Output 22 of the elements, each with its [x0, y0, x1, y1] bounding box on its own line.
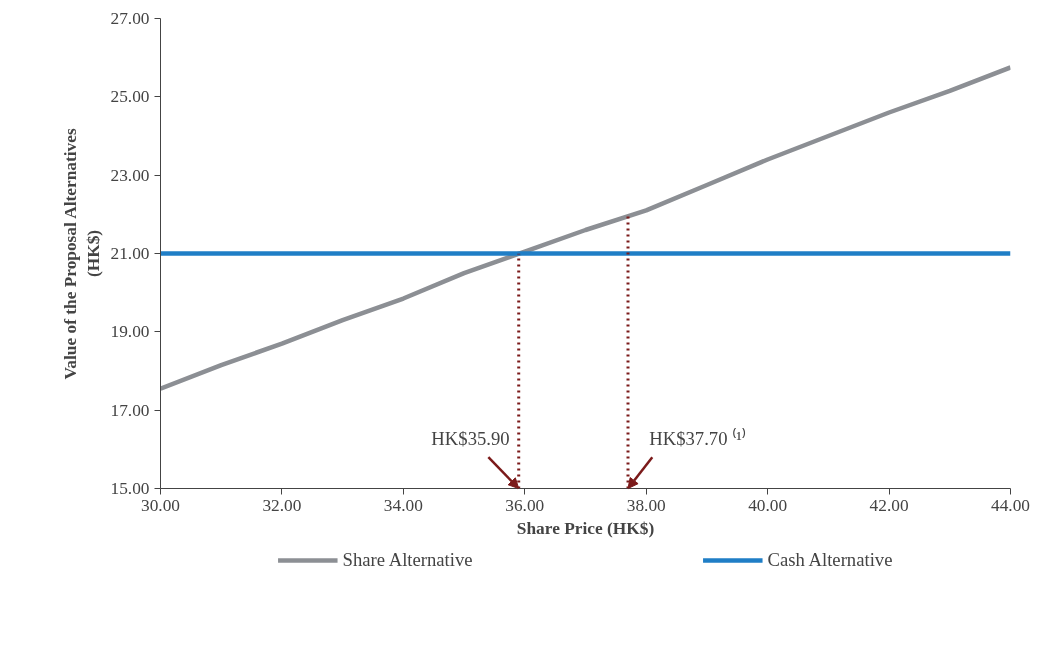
x-tick-label: 38.00	[626, 495, 666, 515]
x-tick-label: 32.00	[262, 495, 302, 515]
y-tick-label: 21.00	[110, 244, 150, 263]
y-tick-label: 15.00	[110, 479, 150, 498]
x-axis-title: Share Price (HK$)	[516, 518, 655, 538]
y-tick-label: 25.00	[110, 87, 150, 107]
line-series	[160, 65, 1011, 391]
ref-line-label: HK$37.70 ⁽¹⁾	[649, 428, 746, 450]
x-tick-label: 42.00	[869, 495, 909, 515]
x-tick-label: 30.00	[141, 495, 181, 515]
y-axis-title: Value of the Proposal Alternatives (HK$)	[60, 128, 103, 380]
x-tick-label: 34.00	[383, 495, 423, 515]
x-tick-label: 36.00	[505, 495, 545, 515]
y-tick-label: 19.00	[110, 322, 150, 342]
x-tick-label: 40.00	[748, 495, 788, 515]
x-tick-label: 44.00	[991, 495, 1031, 515]
y-tick-label: 27.00	[110, 9, 150, 28]
legend-label: Cash Alternative	[767, 549, 893, 571]
y-tick-label: 23.00	[110, 165, 150, 185]
legend-label: Share Alternative	[342, 549, 473, 571]
y-tick-label: 17.00	[110, 400, 150, 420]
ref-line-label: HK$35.90	[431, 428, 510, 450]
